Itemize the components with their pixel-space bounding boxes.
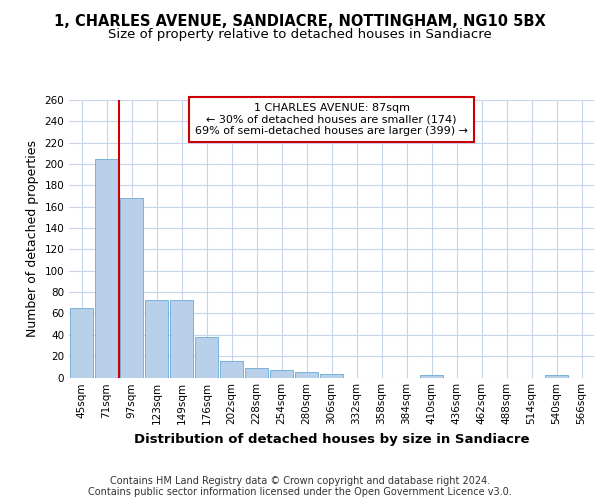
- Bar: [269, 370, 293, 378]
- Bar: [194, 337, 218, 378]
- Bar: [245, 368, 268, 378]
- Text: Size of property relative to detached houses in Sandiacre: Size of property relative to detached ho…: [108, 28, 492, 41]
- Text: Contains HM Land Registry data © Crown copyright and database right 2024.: Contains HM Land Registry data © Crown c…: [110, 476, 490, 486]
- Bar: [419, 376, 443, 378]
- Y-axis label: Number of detached properties: Number of detached properties: [26, 140, 39, 337]
- Bar: [70, 308, 94, 378]
- Text: 1, CHARLES AVENUE, SANDIACRE, NOTTINGHAM, NG10 5BX: 1, CHARLES AVENUE, SANDIACRE, NOTTINGHAM…: [54, 14, 546, 29]
- Bar: [295, 372, 319, 378]
- Bar: [320, 374, 343, 378]
- Bar: [145, 300, 169, 378]
- Text: Contains public sector information licensed under the Open Government Licence v3: Contains public sector information licen…: [88, 487, 512, 497]
- Bar: [170, 300, 193, 378]
- Bar: [95, 158, 118, 378]
- X-axis label: Distribution of detached houses by size in Sandiacre: Distribution of detached houses by size …: [134, 433, 529, 446]
- Text: 1 CHARLES AVENUE: 87sqm
← 30% of detached houses are smaller (174)
69% of semi-d: 1 CHARLES AVENUE: 87sqm ← 30% of detache…: [195, 103, 468, 136]
- Bar: [119, 198, 143, 378]
- Bar: [545, 376, 568, 378]
- Bar: [220, 362, 244, 378]
